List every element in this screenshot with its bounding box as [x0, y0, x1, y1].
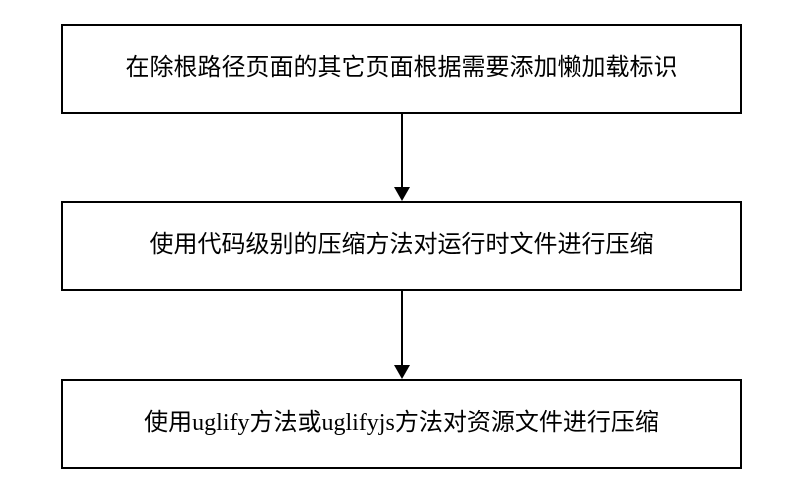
- arrow-line: [401, 291, 403, 365]
- flow-node-step1: 在除根路径页面的其它页面根据需要添加懒加载标识: [61, 24, 742, 114]
- flow-node-step3: 使用uglify方法或uglifyjs方法对资源文件进行压缩: [61, 379, 742, 469]
- flow-node-label: 在除根路径页面的其它页面根据需要添加懒加载标识: [126, 53, 678, 84]
- flow-node-label: 使用uglify方法或uglifyjs方法对资源文件进行压缩: [144, 408, 659, 439]
- arrow-head-icon: [394, 365, 410, 379]
- flow-edge-2: [392, 291, 412, 379]
- flow-edge-1: [392, 114, 412, 201]
- arrow-head-icon: [394, 187, 410, 201]
- arrow-line: [401, 114, 403, 187]
- flow-node-label: 使用代码级别的压缩方法对运行时文件进行压缩: [150, 230, 654, 261]
- flowchart-canvas: 在除根路径页面的其它页面根据需要添加懒加载标识 使用代码级别的压缩方法对运行时文…: [0, 0, 803, 500]
- flow-node-step2: 使用代码级别的压缩方法对运行时文件进行压缩: [61, 201, 742, 291]
